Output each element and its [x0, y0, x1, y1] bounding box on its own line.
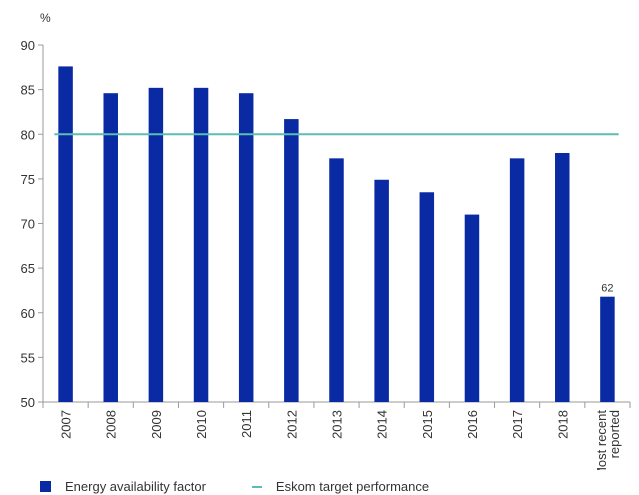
- x-tick-label: 2012: [284, 410, 299, 439]
- x-tick-label-line: 2016: [465, 410, 480, 439]
- legend-item-energy-availability: Energy availability factor: [40, 479, 206, 494]
- bar-energy-availability: [148, 87, 164, 402]
- x-tick-label: 2010: [194, 410, 209, 439]
- x-tick-label-line: Most recent: [594, 410, 609, 470]
- y-tick-label: 65: [21, 261, 35, 276]
- legend-item-target: Eskom target performance: [251, 479, 430, 494]
- x-tick-label-line: 2008: [104, 410, 119, 439]
- x-tick-label: 2007: [59, 410, 74, 439]
- x-tick-label-line: 2014: [375, 410, 390, 439]
- chart: % 50 55 60 65 70 75 80 85 90 62 2007 2008 2009 2010 201…: [21, 11, 631, 470]
- bar-energy-availability: [329, 158, 344, 402]
- bar-energy-availability: [419, 192, 435, 402]
- legend-swatch-line: [251, 485, 262, 488]
- x-tick-label: Most recentreported: [594, 410, 622, 470]
- chart-legend: Energy availability factor Eskom target …: [40, 478, 475, 495]
- y-unit-label: %: [40, 11, 51, 25]
- data-label: 62: [601, 283, 613, 295]
- x-tick-label: 2011: [239, 410, 254, 438]
- y-tick-label: 50: [21, 395, 35, 410]
- x-tick-label-line: 2018: [555, 410, 570, 439]
- bar-energy-availability: [555, 152, 570, 402]
- x-tick-label-line: 2012: [284, 410, 299, 439]
- bar-energy-availability: [374, 179, 389, 402]
- bar-energy-availability: [238, 93, 254, 402]
- x-tick-label: 2013: [330, 410, 345, 439]
- x-tick-label-line: 2015: [420, 410, 435, 439]
- bar-energy-availability: [509, 158, 525, 402]
- bar-energy-availability: [600, 296, 615, 402]
- x-tick-label-line: 2010: [194, 410, 209, 439]
- x-tick-label: 2009: [149, 410, 164, 439]
- bar-energy-availability: [103, 93, 118, 402]
- bar-energy-availability: [284, 119, 299, 402]
- x-tick-label: 2018: [555, 410, 570, 439]
- x-tick-label: 2017: [510, 410, 525, 439]
- y-tick-label: 60: [21, 306, 35, 321]
- legend-label-energy-availability: Energy availability factor: [65, 479, 206, 494]
- y-tick-label: 70: [21, 217, 35, 232]
- legend-swatch-bar: [40, 481, 51, 492]
- x-tick-label: 2014: [375, 410, 390, 439]
- x-tick-label: 2015: [420, 410, 435, 439]
- x-tick-label-line: 2009: [149, 410, 164, 439]
- x-tick-label-line: 2007: [59, 410, 74, 439]
- legend-label-target: Eskom target performance: [275, 479, 430, 494]
- bar-energy-availability: [193, 87, 209, 402]
- x-tick-label-line: 2017: [510, 410, 525, 439]
- x-tick-label-line: reported: [607, 410, 622, 458]
- y-tick-label: 80: [21, 127, 35, 142]
- x-tick-label-line: 2013: [330, 410, 345, 439]
- y-tick-label: 75: [21, 172, 35, 187]
- x-tick-label-line: 2011: [239, 410, 254, 438]
- y-tick-label: 55: [21, 350, 35, 365]
- x-tick-label: 2008: [104, 410, 119, 439]
- bar-energy-availability: [58, 66, 73, 403]
- y-tick-label: 85: [21, 83, 35, 98]
- y-tick-label: 90: [21, 38, 35, 53]
- x-tick-label: 2016: [465, 410, 480, 439]
- bar-energy-availability: [464, 214, 480, 402]
